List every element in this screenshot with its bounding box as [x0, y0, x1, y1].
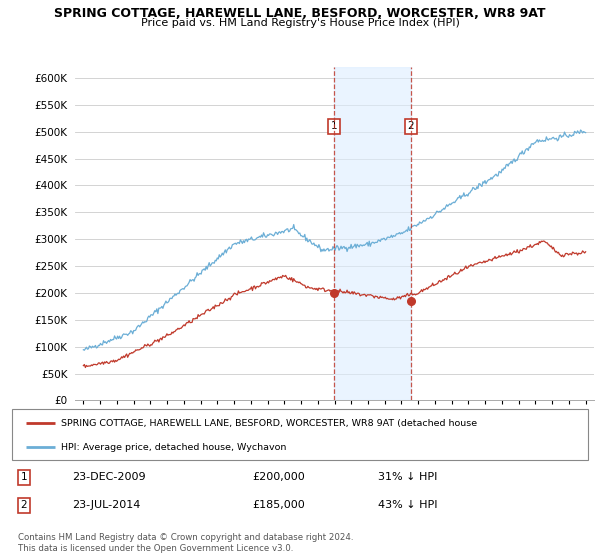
Text: 2: 2	[20, 500, 28, 510]
Text: HPI: Average price, detached house, Wychavon: HPI: Average price, detached house, Wych…	[61, 443, 286, 452]
Text: 23-DEC-2009: 23-DEC-2009	[72, 472, 146, 482]
Text: 2: 2	[407, 122, 414, 131]
Text: SPRING COTTAGE, HAREWELL LANE, BESFORD, WORCESTER, WR8 9AT: SPRING COTTAGE, HAREWELL LANE, BESFORD, …	[54, 7, 546, 20]
Text: Contains HM Land Registry data © Crown copyright and database right 2024.
This d: Contains HM Land Registry data © Crown c…	[18, 533, 353, 553]
Text: 1: 1	[331, 122, 337, 131]
Text: £185,000: £185,000	[252, 500, 305, 510]
FancyBboxPatch shape	[12, 409, 588, 460]
Text: 43% ↓ HPI: 43% ↓ HPI	[378, 500, 437, 510]
Text: £200,000: £200,000	[252, 472, 305, 482]
Text: 1: 1	[20, 472, 28, 482]
Text: Price paid vs. HM Land Registry's House Price Index (HPI): Price paid vs. HM Land Registry's House …	[140, 18, 460, 29]
Text: SPRING COTTAGE, HAREWELL LANE, BESFORD, WORCESTER, WR8 9AT (detached house: SPRING COTTAGE, HAREWELL LANE, BESFORD, …	[61, 419, 477, 428]
Text: 31% ↓ HPI: 31% ↓ HPI	[378, 472, 437, 482]
Bar	[334, 67, 410, 400]
Text: 23-JUL-2014: 23-JUL-2014	[72, 500, 140, 510]
